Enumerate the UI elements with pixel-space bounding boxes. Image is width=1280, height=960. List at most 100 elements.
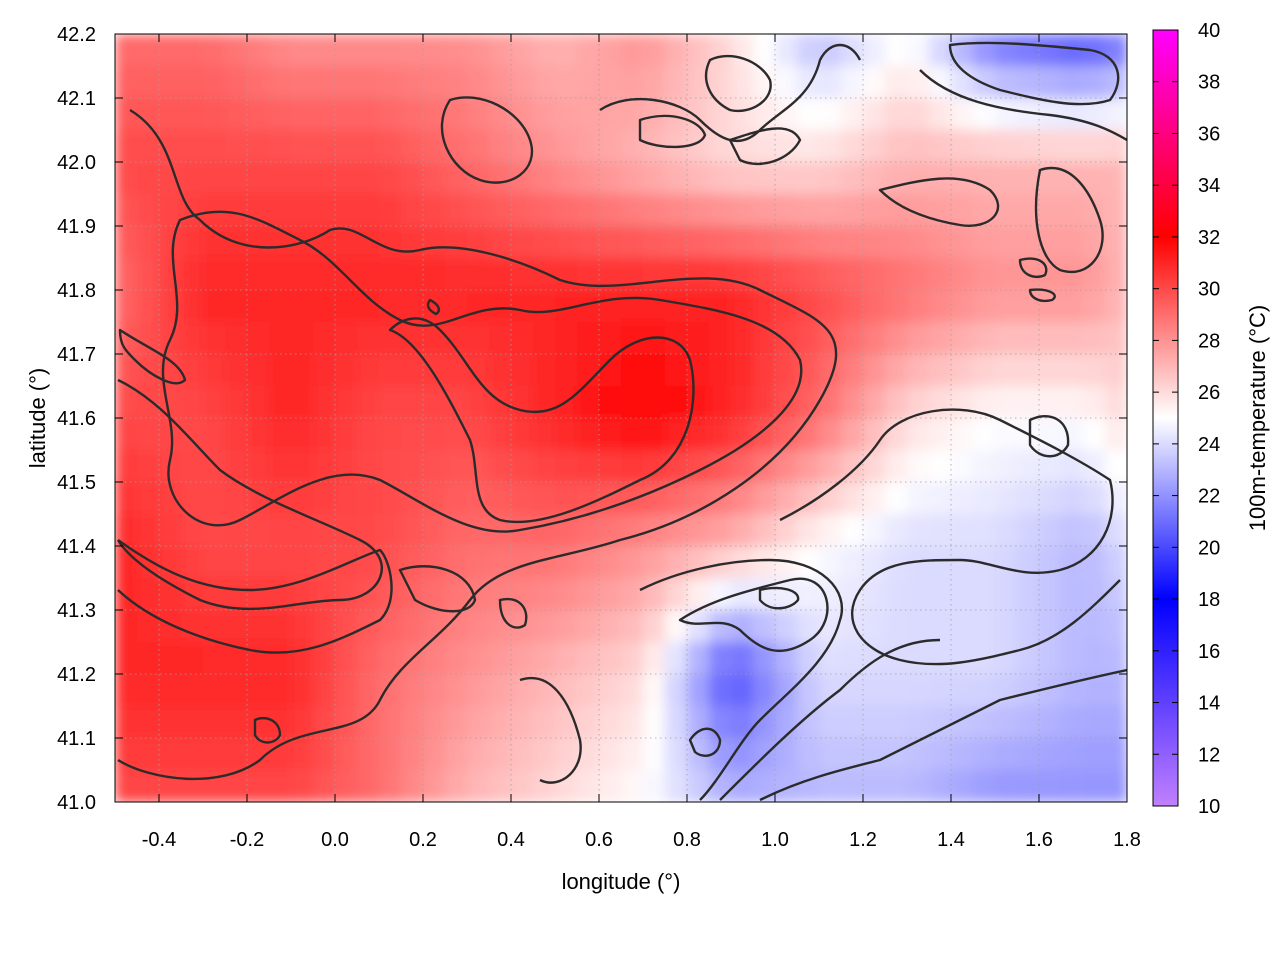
heatmap-cell	[467, 642, 490, 675]
heatmap-cell	[885, 578, 908, 611]
heatmap-cell	[731, 66, 754, 99]
heatmap-cell	[709, 674, 732, 707]
heatmap-cell	[489, 482, 512, 515]
heatmap-cell	[313, 290, 336, 323]
heatmap-cell	[291, 34, 314, 67]
heatmap-cell	[181, 354, 204, 387]
heatmap-cell	[709, 706, 732, 739]
heatmap-cell	[379, 130, 402, 163]
heatmap-cell	[577, 130, 600, 163]
heatmap-cell	[819, 770, 842, 802]
heatmap-cell	[357, 674, 380, 707]
contour-line	[398, 565, 477, 613]
x-tick-label: 1.4	[937, 829, 965, 851]
heatmap-cell	[951, 578, 974, 611]
heatmap-cell	[159, 706, 182, 739]
heatmap-cell	[863, 194, 886, 227]
contour-line	[1028, 415, 1070, 458]
heatmap-cell	[203, 130, 226, 163]
heatmap-cell	[313, 578, 336, 611]
heatmap-cell	[203, 674, 226, 707]
heatmap-cell	[1105, 162, 1127, 195]
heatmap-cell	[907, 482, 930, 515]
heatmap-cell	[841, 322, 864, 355]
heatmap-cell	[797, 258, 820, 291]
heatmap-cell	[687, 258, 710, 291]
heatmap-cell	[335, 418, 358, 451]
heatmap-cell	[621, 354, 644, 387]
heatmap-cell	[269, 258, 292, 291]
heatmap-cell	[797, 642, 820, 675]
heatmap-cell	[247, 706, 270, 739]
heatmap-cell	[621, 386, 644, 419]
heatmap-cell	[1039, 578, 1062, 611]
heatmap-cell	[819, 546, 842, 579]
heatmap-cell	[775, 578, 798, 611]
heatmap-cell	[907, 322, 930, 355]
heatmap-cell	[313, 674, 336, 707]
heatmap-cell	[423, 322, 446, 355]
heatmap-cell	[929, 674, 952, 707]
heatmap-cell	[929, 386, 952, 419]
heatmap-cell	[335, 162, 358, 195]
heatmap-cell	[1083, 354, 1106, 387]
heatmap-cell	[1105, 706, 1127, 739]
heatmap-cell	[401, 450, 424, 483]
heatmap-cell	[467, 546, 490, 579]
heatmap-cell	[313, 130, 336, 163]
heatmap-cell	[929, 34, 952, 67]
heatmap-cell	[995, 578, 1018, 611]
heatmap-cell	[995, 322, 1018, 355]
colorbar-tick-label: 10	[1198, 796, 1220, 818]
heatmap-cell	[489, 706, 512, 739]
heatmap-cell	[951, 450, 974, 483]
heatmap-cell	[313, 610, 336, 643]
heatmap-cell	[709, 354, 732, 387]
heatmap-cell	[577, 66, 600, 99]
heatmap-cell	[467, 290, 490, 323]
heatmap-cell	[599, 610, 622, 643]
heatmap-cell	[885, 226, 908, 259]
heatmap-cell	[907, 34, 930, 67]
heatmap-cell	[907, 258, 930, 291]
heatmap-cell	[1061, 194, 1084, 227]
heatmap-cell	[159, 514, 182, 547]
contour-line	[440, 96, 534, 184]
heatmap-cell	[247, 258, 270, 291]
heatmap-cell	[995, 354, 1018, 387]
grid-lines	[115, 34, 1127, 802]
heatmap-cell	[863, 162, 886, 195]
heatmap-cell	[511, 98, 534, 131]
heatmap-cell	[445, 34, 468, 67]
heatmap-cell	[951, 546, 974, 579]
heatmap-cell	[797, 450, 820, 483]
contour-line	[116, 378, 383, 611]
heatmap-cell	[159, 258, 182, 291]
heatmap-cell	[269, 290, 292, 323]
heatmap-cell	[665, 258, 688, 291]
heatmap-cell	[841, 450, 864, 483]
heatmap-cell	[775, 98, 798, 131]
heatmap-cell	[665, 354, 688, 387]
heatmap-cell	[313, 162, 336, 195]
heatmap-cell	[489, 258, 512, 291]
heatmap-cell	[423, 642, 446, 675]
heatmap-cell	[555, 66, 578, 99]
heatmap-cell	[907, 418, 930, 451]
heatmap-cell	[775, 354, 798, 387]
heatmap-cell	[401, 98, 424, 131]
heatmap-cell	[401, 322, 424, 355]
heatmap-cell	[621, 706, 644, 739]
heatmap-cell	[555, 34, 578, 67]
heatmap-cell	[1105, 34, 1127, 67]
heatmap-cell	[599, 418, 622, 451]
heatmap-cell	[357, 98, 380, 131]
heatmap-cell	[841, 418, 864, 451]
contour-line	[758, 586, 800, 610]
heatmap-cell	[863, 290, 886, 323]
heatmap-cell	[951, 162, 974, 195]
heatmap-cell	[1061, 258, 1084, 291]
heatmap-cell	[951, 386, 974, 419]
heatmap-cell	[973, 482, 996, 515]
heatmap-cell	[1017, 706, 1040, 739]
